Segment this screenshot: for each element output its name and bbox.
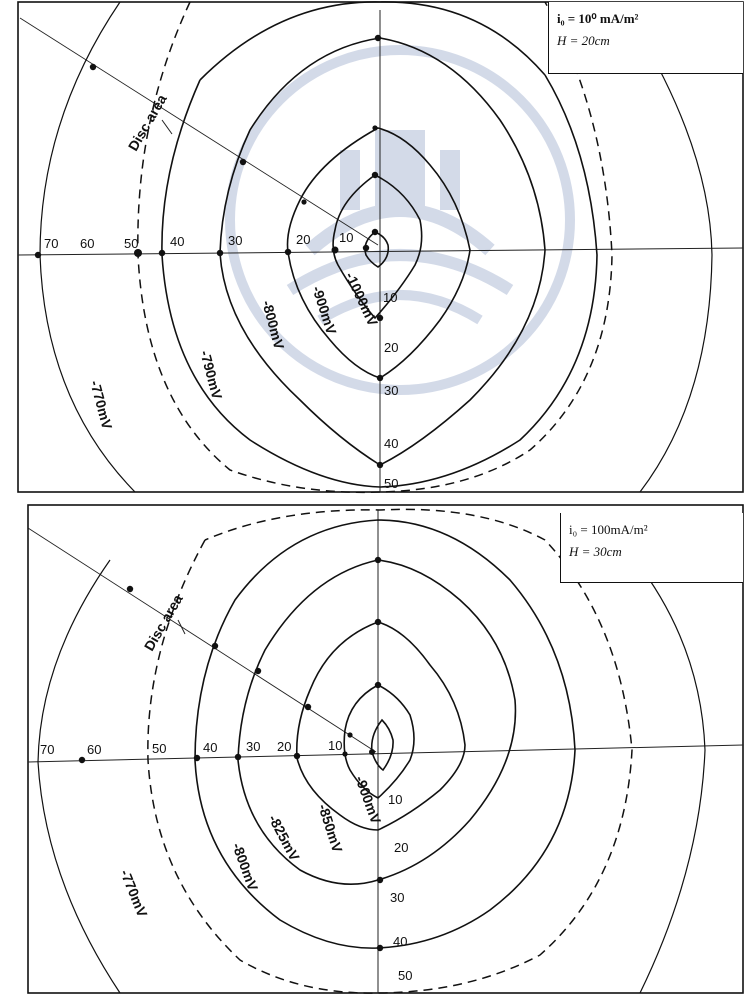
- top-contour-770-right: [619, 1, 713, 493]
- top-x-tick-30: 30: [228, 233, 242, 248]
- bottom-legend-current-density: i₀ = 100mA/m²: [569, 522, 648, 537]
- top-disc-area-marker: [161, 119, 173, 135]
- top-x-tick-50: 50: [124, 236, 138, 251]
- bottom-legend: i₀ = 100mA/m² H = 30cm: [560, 513, 743, 583]
- bottom-contour-850: [295, 621, 466, 831]
- top-y-tick-20: 20: [384, 340, 398, 355]
- bottom-y-tick-30: 30: [390, 890, 404, 905]
- bottom-contour-inner: [370, 718, 394, 772]
- bottom-x-tick-70: 70: [40, 742, 54, 757]
- top-contour-790-top: [199, 1, 546, 81]
- top-diagonal-line: [19, 17, 379, 246]
- bottom-diagonal-line: [27, 527, 377, 753]
- top-x-tick-40: 40: [170, 234, 184, 249]
- top-dashed-boundary: [137, 1, 613, 494]
- top-x-tick-10: 10: [339, 230, 353, 245]
- top-x-tick-70: 70: [44, 236, 58, 251]
- top-contour-790: [161, 74, 598, 488]
- top-label-900: -900mV: [309, 284, 340, 337]
- bottom-legend-height: H = 30cm: [569, 544, 622, 559]
- bottom-label-800: -800mV: [229, 841, 261, 894]
- bottom-y-tick-20: 20: [394, 840, 408, 855]
- top-legend-height: H = 20cm: [557, 33, 610, 48]
- bottom-x-tick-20: 20: [277, 739, 291, 754]
- bottom-x-tick-30: 30: [246, 739, 260, 754]
- bottom-y-tick-50: 50: [398, 968, 412, 983]
- top-label-1000: -1000mV: [342, 270, 381, 330]
- bottom-horizontal-axis: [27, 744, 744, 763]
- bottom-label-770: -770mV: [117, 867, 151, 920]
- bottom-axis-points: [78, 556, 384, 952]
- top-y-tick-40: 40: [384, 436, 398, 451]
- top-disc-area-label: Disc area: [125, 91, 170, 153]
- top-legend: i₀ = 10⁰ mA/m² H = 20cm: [548, 2, 743, 74]
- bottom-x-tick-50: 50: [152, 741, 166, 756]
- bottom-disc-area-marker: [177, 619, 186, 635]
- top-label-790: -790mV: [197, 349, 226, 402]
- bottom-x-tick-40: 40: [203, 740, 217, 755]
- top-y-tick-10: 10: [383, 290, 397, 305]
- top-label-800: -800mV: [259, 299, 288, 352]
- top-x-tick-20: 20: [296, 232, 310, 247]
- top-label-770: -770mV: [87, 379, 116, 432]
- top-legend-current-density: i₀ = 10⁰ mA/m²: [557, 11, 639, 26]
- top-axis-points: [34, 34, 384, 469]
- top-y-tick-50: 50: [384, 476, 398, 491]
- bottom-label-850: -850mV: [315, 802, 346, 855]
- bottom-y-tick-40: 40: [393, 934, 407, 949]
- bottom-contour-770-left: [37, 559, 121, 994]
- bottom-contour-770-right: [599, 519, 706, 994]
- top-x-tick-60: 60: [80, 236, 94, 251]
- top-contour-1000: [332, 174, 423, 320]
- top-panel: 70 60 50 40 30 20 10 10 20 30 40 50 -100…: [17, 1, 744, 494]
- bottom-dashed-boundary: [147, 508, 633, 994]
- top-contour-900: [286, 127, 471, 379]
- bottom-x-tick-10: 10: [328, 738, 342, 753]
- top-y-tick-30: 30: [384, 383, 398, 398]
- bottom-y-tick-10: 10: [388, 792, 402, 807]
- bottom-x-tick-60: 60: [87, 742, 101, 757]
- bottom-contour-900: [343, 684, 415, 799]
- bottom-label-900: -900mV: [352, 774, 384, 827]
